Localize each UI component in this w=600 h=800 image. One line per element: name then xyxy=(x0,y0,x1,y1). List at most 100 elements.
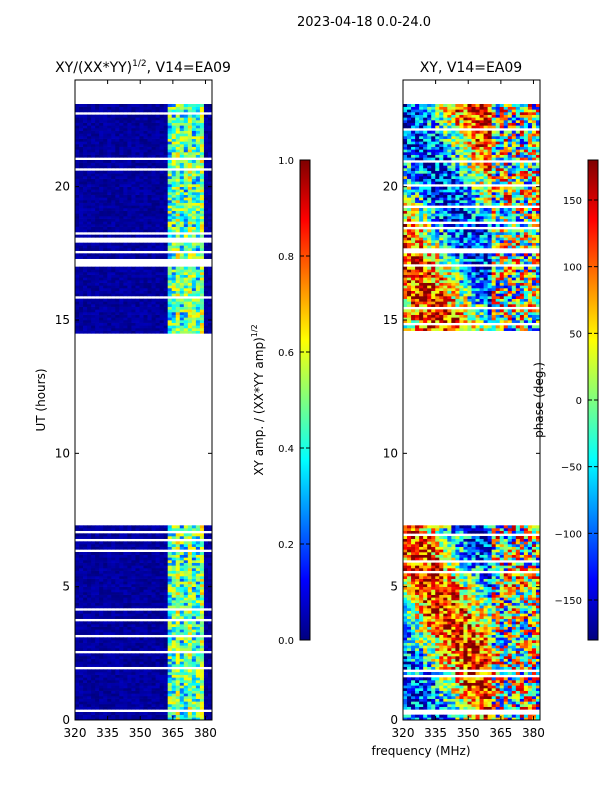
amp-heat-cell xyxy=(79,557,84,561)
amp-heat-cell xyxy=(151,640,156,643)
amp-heat-cell xyxy=(135,653,140,657)
amp-heat-cell xyxy=(115,229,120,233)
amp-heat-cell xyxy=(83,592,88,595)
amp-heat-cell xyxy=(147,160,152,163)
amp-heat-cell xyxy=(91,552,96,555)
amp-heat-cell xyxy=(151,152,156,155)
amp-heat-cell xyxy=(159,205,165,209)
amp-heat-cell xyxy=(127,693,132,697)
amp-heat-cell xyxy=(163,573,169,577)
amp-heat-cell xyxy=(179,149,185,153)
phase-heat-cell xyxy=(411,698,416,702)
amp-heat-cell xyxy=(147,176,152,179)
amp-heat-cell xyxy=(91,680,96,683)
amp-heat-cell xyxy=(131,672,136,675)
amp-heat-cell xyxy=(203,144,209,147)
amp-heat-cell xyxy=(107,613,112,617)
amp-heat-cell xyxy=(131,205,136,209)
amp-heat-cell xyxy=(123,672,128,675)
amp-heat-cell xyxy=(103,701,108,705)
amp-heat-cell xyxy=(127,122,132,126)
amp-heat-cell xyxy=(175,202,181,206)
amp-heat-cell xyxy=(199,117,205,121)
amp-heat-cell xyxy=(151,560,156,563)
amp-heat-cell xyxy=(95,114,100,118)
amp-heat-cell xyxy=(111,152,116,155)
amp-heat-cell xyxy=(87,624,92,627)
phase-heat-cell xyxy=(427,696,432,699)
amp-heat-cell xyxy=(79,605,84,609)
phase-heat-cell xyxy=(407,696,412,699)
amp-heat-cell xyxy=(103,560,108,563)
amp-heat-cell xyxy=(175,162,181,166)
amp-heat-cell xyxy=(91,141,96,145)
amp-heat-cell xyxy=(95,304,100,307)
amp-heat-cell xyxy=(135,173,140,177)
amp-heat-cell xyxy=(183,706,189,710)
amp-heat-cell xyxy=(207,698,212,702)
amp-heat-cell xyxy=(147,565,152,569)
amp-heat-cell xyxy=(191,330,197,334)
amp-heat-cell xyxy=(159,330,165,334)
amp-heat-cell xyxy=(171,170,177,174)
amp-heat-cell xyxy=(107,685,112,689)
amp-heat-cell xyxy=(119,640,124,643)
amp-heat-cell xyxy=(87,202,92,206)
amp-heat-cell xyxy=(123,178,128,182)
amp-heat-cell xyxy=(135,298,140,302)
amp-heat-cell xyxy=(115,525,120,529)
amp-heat-cell xyxy=(103,106,108,110)
amp-heat-cell xyxy=(199,528,205,531)
amp-heat-cell xyxy=(115,664,120,667)
amp-heat-cell xyxy=(135,674,140,678)
amp-heat-cell xyxy=(127,653,132,657)
amp-heat-cell xyxy=(111,581,116,585)
amp-heat-cell xyxy=(203,117,209,121)
amp-heat-cell xyxy=(187,314,193,318)
amp-heat-cell xyxy=(87,245,92,249)
amp-heat-cell xyxy=(87,656,92,659)
amp-heat-cell xyxy=(195,253,201,257)
amp-heat-cell xyxy=(163,149,169,153)
amp-heat-cell xyxy=(103,320,108,323)
amp-heat-cell xyxy=(167,154,173,158)
amp-heat-cell xyxy=(159,565,165,569)
amp-heat-cell xyxy=(187,141,193,145)
amp-heat-cell xyxy=(91,104,96,107)
amp-heat-cell xyxy=(151,621,156,625)
amp-heat-cell xyxy=(167,592,173,595)
amp-heat-cell xyxy=(167,277,173,281)
amp-heat-cell xyxy=(91,125,96,129)
amp-heat-cell xyxy=(99,648,104,651)
amp-heat-cell xyxy=(143,178,148,182)
amp-heat-cell xyxy=(123,149,128,153)
amp-heat-cell xyxy=(123,330,128,334)
amp-heat-cell xyxy=(107,272,112,275)
amp-heat-cell xyxy=(191,624,197,627)
amp-heat-cell xyxy=(95,536,100,539)
amp-heat-cell xyxy=(99,197,104,201)
amp-heat-cell xyxy=(91,578,96,582)
amp-heat-cell xyxy=(187,568,193,571)
amp-heat-cell xyxy=(155,613,161,617)
amp-heat-cell xyxy=(195,557,201,561)
amp-heat-cell xyxy=(95,642,100,646)
amp-heat-cell xyxy=(151,613,156,617)
amp-heat-cell xyxy=(143,186,148,190)
amp-heat-cell xyxy=(127,674,132,678)
amp-heat-cell xyxy=(191,224,197,227)
amp-heat-cell xyxy=(119,637,124,641)
amp-heat-cell xyxy=(159,656,165,659)
amp-heat-cell xyxy=(107,322,112,326)
amp-heat-cell xyxy=(171,320,177,323)
amp-heat-cell xyxy=(187,160,193,163)
amp-heat-cell xyxy=(111,194,116,198)
amp-heat-cell xyxy=(151,178,156,182)
amp-heat-cell xyxy=(123,205,128,209)
amp-heat-cell xyxy=(115,674,120,678)
amp-heat-cell xyxy=(195,160,201,163)
amp-heat-cell xyxy=(115,122,120,126)
amp-heat-cell xyxy=(75,141,80,145)
amp-heat-cell xyxy=(151,309,156,313)
phase-heat-cell xyxy=(439,698,444,702)
